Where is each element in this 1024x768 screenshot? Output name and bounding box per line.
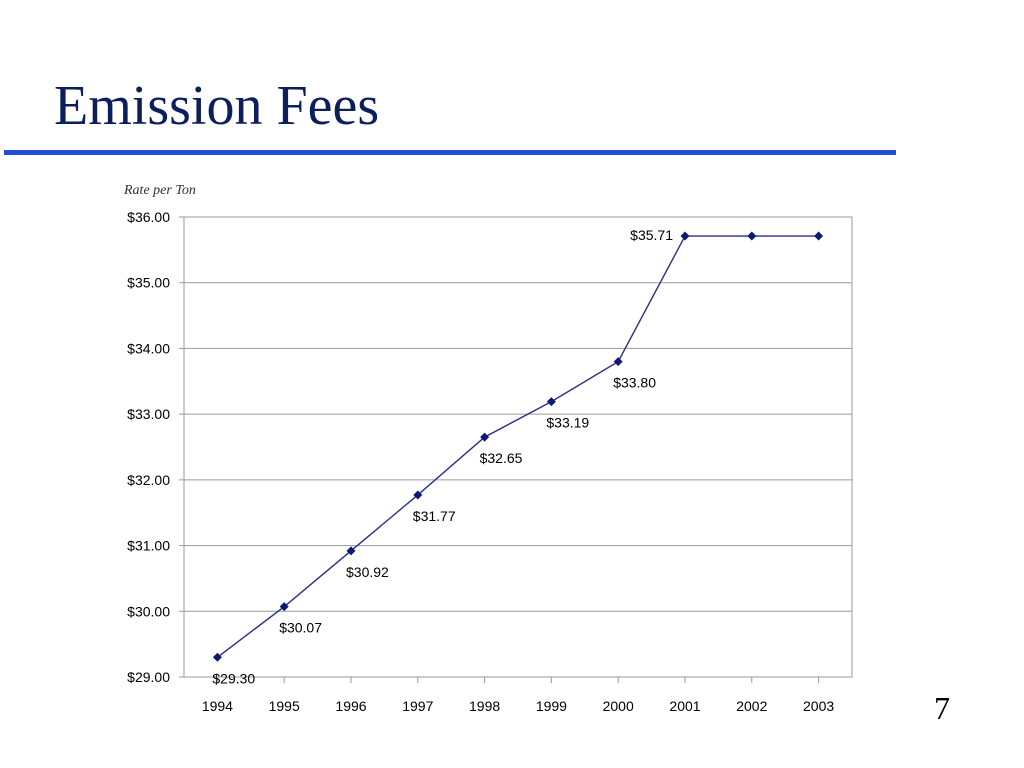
data-point bbox=[212, 652, 222, 662]
title-rule bbox=[4, 150, 896, 155]
data-label: $33.80 bbox=[613, 375, 656, 391]
data-point bbox=[480, 432, 490, 442]
x-tick-label: 1995 bbox=[269, 698, 300, 714]
x-tick-label: 2003 bbox=[803, 698, 834, 714]
x-tick-label: 1999 bbox=[536, 698, 567, 714]
data-point bbox=[613, 357, 623, 367]
data-label: $30.92 bbox=[346, 564, 389, 580]
plot-frame bbox=[183, 216, 853, 678]
x-tick-labels: 1994 1995 1996 1997 1998 1999 2000 2001 2002 2003 bbox=[202, 677, 834, 714]
x-tick-label: 2001 bbox=[669, 698, 700, 714]
y-tick-label: $30.00 bbox=[127, 603, 170, 619]
data-label: $29.30 bbox=[212, 670, 255, 686]
y-tick-label: $31.00 bbox=[127, 538, 170, 554]
data-point bbox=[279, 602, 289, 612]
y-tick-label: $32.00 bbox=[127, 472, 170, 488]
y-tick-label: $34.00 bbox=[127, 340, 170, 356]
x-tick-label: 2002 bbox=[736, 698, 767, 714]
x-tick-label: 1998 bbox=[469, 698, 500, 714]
data-labels: $29.30 $30.07 $30.92 $31.77 $32.65 $33.19 $33.… bbox=[212, 227, 673, 686]
slide-title: Emission Fees bbox=[54, 75, 380, 137]
series-line bbox=[216, 235, 819, 658]
data-point bbox=[346, 546, 356, 556]
data-label: $30.07 bbox=[279, 620, 322, 636]
x-tick-label: 1996 bbox=[335, 698, 366, 714]
y-axis-label: Rate per Ton bbox=[123, 183, 196, 198]
data-label: $32.65 bbox=[480, 450, 523, 466]
page-number: 7 bbox=[934, 690, 950, 726]
data-label: $31.77 bbox=[413, 508, 456, 524]
x-tick-label: 1997 bbox=[402, 698, 433, 714]
x-tick-label: 2000 bbox=[603, 698, 634, 714]
data-point bbox=[814, 231, 824, 241]
data-point bbox=[747, 231, 757, 241]
x-tick-label: 1994 bbox=[202, 698, 233, 714]
y-tick-label: $35.00 bbox=[127, 275, 170, 291]
data-label: $33.19 bbox=[546, 415, 589, 431]
data-point bbox=[413, 490, 423, 500]
y-tick-label: $33.00 bbox=[127, 406, 170, 422]
y-tick-label: $29.00 bbox=[127, 669, 170, 685]
y-tick-label: $36.00 bbox=[127, 209, 170, 225]
series-fee-rate bbox=[212, 231, 824, 662]
data-point bbox=[680, 231, 690, 241]
data-point bbox=[546, 397, 556, 407]
y-tick-labels: $29.00 $30.00 $31.00 $32.00 $33.00 $34.00 $35.… bbox=[127, 209, 184, 685]
data-label: $35.71 bbox=[630, 227, 673, 243]
